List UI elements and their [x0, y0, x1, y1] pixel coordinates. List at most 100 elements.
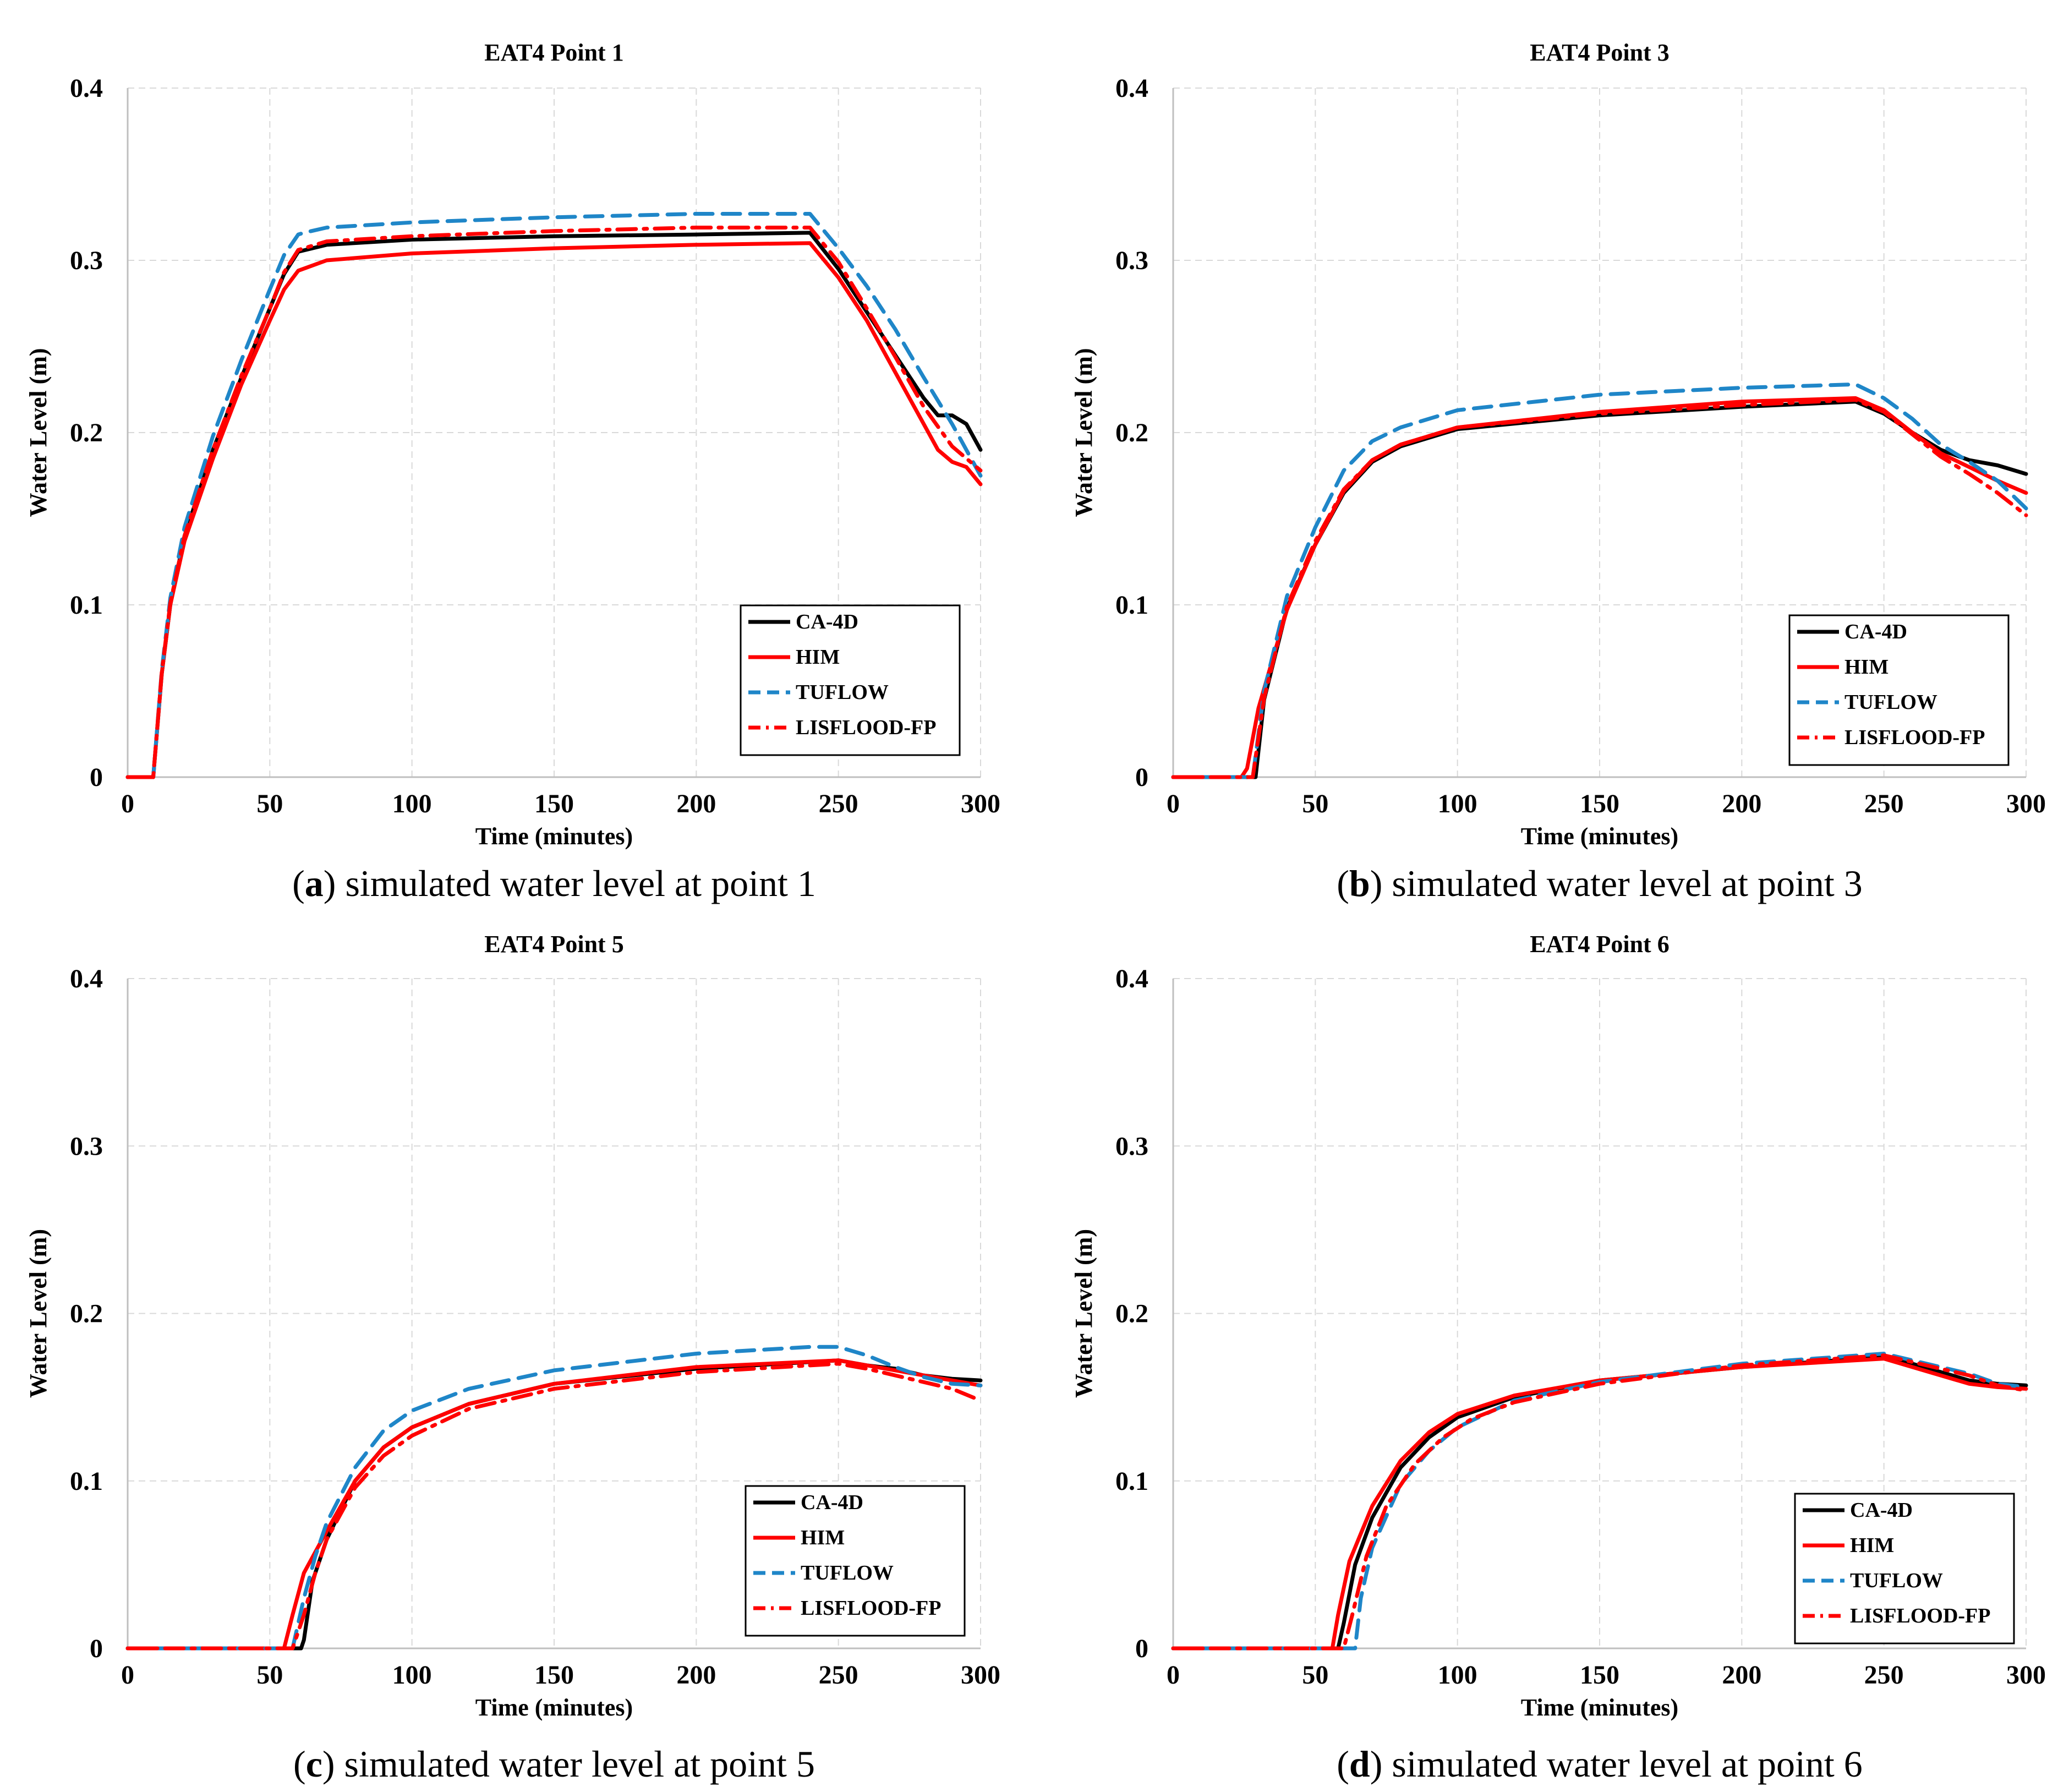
chart-title: EAT4 Point 3: [1530, 39, 1669, 66]
legend-label: CA-4D: [1850, 1499, 1913, 1522]
y-tick-label: 0: [1135, 1634, 1148, 1663]
legend-label: LISFLOOD-FP: [796, 716, 936, 739]
x-axis-label: Time (minutes): [475, 1694, 633, 1721]
legend-label: HIM: [801, 1526, 845, 1549]
series-line-tuflow: [125, 212, 983, 779]
legend-label: HIM: [796, 646, 840, 669]
legend: CA-4D HIM TUFLOW LISFLOOD-FP: [740, 604, 961, 756]
chart-title: EAT4 Point 1: [484, 39, 623, 66]
figure-caption: (c) simulated water level at point 5: [293, 1743, 815, 1785]
y-tick-label: 0: [90, 1634, 103, 1663]
figure-caption: (b) simulated water level at point 3: [1337, 862, 1863, 904]
x-tick-label: 0: [121, 789, 134, 818]
y-axis-label: Water Level (m): [1070, 1229, 1097, 1398]
x-tick-label: 100: [392, 1660, 432, 1690]
y-tick-label: 0.4: [70, 964, 103, 993]
y-tick-label: 0.2: [1115, 418, 1148, 447]
y-tick-label: 0.3: [70, 1132, 103, 1161]
x-tick-label: 100: [1438, 789, 1477, 818]
legend-label: CA-4D: [801, 1491, 863, 1514]
figure-caption: (d) simulated water level at point 6: [1337, 1743, 1863, 1785]
legend-label: CA-4D: [796, 610, 858, 633]
series-line-lisflood-fp: [1171, 398, 2028, 779]
y-tick-label: 0.4: [1115, 964, 1148, 993]
x-tick-label: 0: [1167, 789, 1180, 818]
y-tick-label: 0.1: [70, 1467, 103, 1496]
y-tick-label: 0.2: [70, 1299, 103, 1329]
chart-panel-3: 0 50 100 150 200 250 300 0 0.1 0.2 0.3 0.4 EAT4 Poin…: [25, 931, 1000, 1785]
series-line-lisflood-fp: [125, 226, 983, 779]
x-axis-label: Time (minutes): [475, 823, 633, 850]
x-tick-label: 150: [1580, 789, 1619, 818]
y-tick-label: 0.2: [1115, 1299, 1148, 1329]
series-line-lisflood-fp: [125, 1362, 983, 1651]
x-tick-label: 300: [2006, 789, 2046, 818]
y-tick-label: 0.3: [70, 246, 103, 275]
legend: CA-4D HIM TUFLOW LISFLOOD-FP: [1788, 614, 2010, 766]
legend: CA-4D HIM TUFLOW LISFLOOD-FP: [1794, 1493, 2015, 1645]
x-axis-label: Time (minutes): [1521, 823, 1678, 850]
x-tick-label: 300: [961, 789, 1000, 818]
x-tick-label: 100: [392, 789, 432, 818]
y-tick-label: 0: [1135, 763, 1148, 792]
y-tick-label: 0.2: [70, 418, 103, 447]
x-tick-label: 150: [534, 789, 574, 818]
y-tick-label: 0.3: [1115, 1132, 1148, 1161]
chart-title: EAT4 Point 5: [484, 931, 623, 958]
y-tick-label: 0.4: [1115, 74, 1148, 103]
x-tick-label: 200: [1722, 789, 1761, 818]
chart-title: EAT4 Point 6: [1530, 931, 1669, 958]
legend-label: TUFLOW: [796, 681, 889, 704]
x-tick-label: 100: [1438, 1660, 1477, 1690]
legend-label: LISFLOOD-FP: [801, 1597, 941, 1620]
x-tick-label: 200: [676, 789, 716, 818]
legend-label: HIM: [1850, 1534, 1894, 1557]
x-tick-label: 50: [256, 789, 283, 818]
x-tick-label: 200: [1722, 1660, 1761, 1690]
x-tick-label: 250: [1864, 1660, 1904, 1690]
x-tick-label: 150: [1580, 1660, 1619, 1690]
x-tick-label: 300: [2006, 1660, 2046, 1690]
legend: CA-4D HIM TUFLOW LISFLOOD-FP: [745, 1485, 966, 1637]
legend-box: [1794, 1493, 2015, 1645]
chart-panel-2: 0 50 100 150 200 250 300 0 0.1 0.2 0.3 0.4 EAT4 Poin…: [1070, 39, 2046, 904]
y-axis-label: Water Level (m): [1070, 348, 1097, 517]
legend-label: LISFLOOD-FP: [1844, 726, 1985, 749]
x-tick-label: 50: [1302, 1660, 1328, 1690]
y-tick-label: 0.1: [1115, 1467, 1148, 1496]
series-line-tuflow: [125, 1345, 983, 1651]
x-tick-label: 200: [676, 1660, 716, 1690]
x-axis-label: Time (minutes): [1521, 1694, 1678, 1721]
y-axis-label: Water Level (m): [25, 348, 52, 517]
x-tick-label: 150: [534, 1660, 574, 1690]
legend-label: HIM: [1844, 655, 1889, 679]
legend-label: TUFLOW: [1850, 1569, 1943, 1592]
x-tick-label: 250: [819, 789, 858, 818]
legend-box: [745, 1485, 966, 1637]
legend-label: CA-4D: [1844, 620, 1907, 643]
legend-label: TUFLOW: [1844, 691, 1937, 714]
y-tick-label: 0.1: [1115, 591, 1148, 620]
x-tick-label: 300: [961, 1660, 1000, 1690]
x-tick-label: 0: [121, 1660, 134, 1690]
y-tick-label: 0.1: [70, 591, 103, 620]
y-axis-label: Water Level (m): [25, 1229, 52, 1398]
y-tick-label: 0.4: [70, 74, 103, 103]
figure-caption: (a) simulated water level at point 1: [292, 862, 816, 904]
x-tick-label: 250: [819, 1660, 858, 1690]
legend-box: [1788, 614, 2010, 766]
legend-label: TUFLOW: [801, 1561, 894, 1585]
legend-label: LISFLOOD-FP: [1850, 1604, 1990, 1627]
x-tick-label: 50: [256, 1660, 283, 1690]
y-tick-label: 0: [90, 763, 103, 792]
chart-panel-1: 0 50 100 150 200 250 300 0 0.1 0.2 0.3 0.4 EAT4 Poin…: [25, 39, 1000, 904]
series-line-him: [1171, 1357, 2028, 1651]
chart-panel-4: 0 50 100 150 200 250 300 0 0.1 0.2 0.3 0.4 EAT4 Poin…: [1070, 931, 2046, 1785]
x-tick-label: 0: [1167, 1660, 1180, 1690]
x-tick-label: 50: [1302, 789, 1328, 818]
y-tick-label: 0.3: [1115, 246, 1148, 275]
x-tick-label: 250: [1864, 789, 1904, 818]
series-line-lisflood-fp: [1171, 1353, 2028, 1651]
legend-box: [740, 604, 961, 756]
